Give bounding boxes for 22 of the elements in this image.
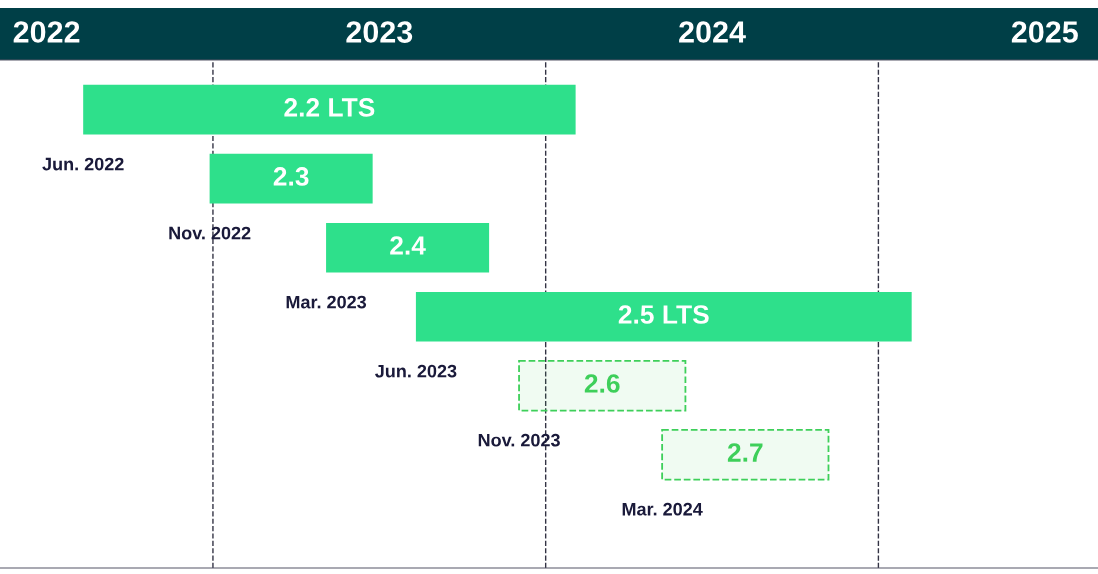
bar	[83, 84, 576, 135]
annotation: Nov. 2022	[169, 226, 251, 240]
annotation: Jun. 2023	[375, 364, 457, 378]
y-tick-label: 2.4	[390, 236, 426, 255]
y-tick-label: 2.3	[273, 167, 309, 186]
y-tick-label: 2.6	[584, 374, 620, 393]
x-tick-label: 2023	[346, 21, 413, 43]
annotation: Mar. 2023	[286, 295, 367, 309]
annotation: Jun. 2022	[42, 157, 124, 171]
bar	[209, 153, 373, 204]
bar	[326, 222, 490, 273]
x-tick-label: 2024	[679, 21, 746, 43]
y-tick-label: 2.5 LTS	[618, 305, 709, 324]
x-tick-label: 2025	[1011, 21, 1078, 43]
y-tick-label: 2.2 LTS	[284, 98, 375, 117]
bar	[661, 429, 830, 481]
bar	[415, 291, 912, 342]
annotation: Nov. 2023	[478, 433, 560, 447]
y-tick-label: 2.7	[727, 443, 763, 462]
bar	[518, 360, 687, 412]
x-tick-label: 2022	[13, 21, 80, 43]
text: Mar. 2024	[622, 502, 703, 516]
